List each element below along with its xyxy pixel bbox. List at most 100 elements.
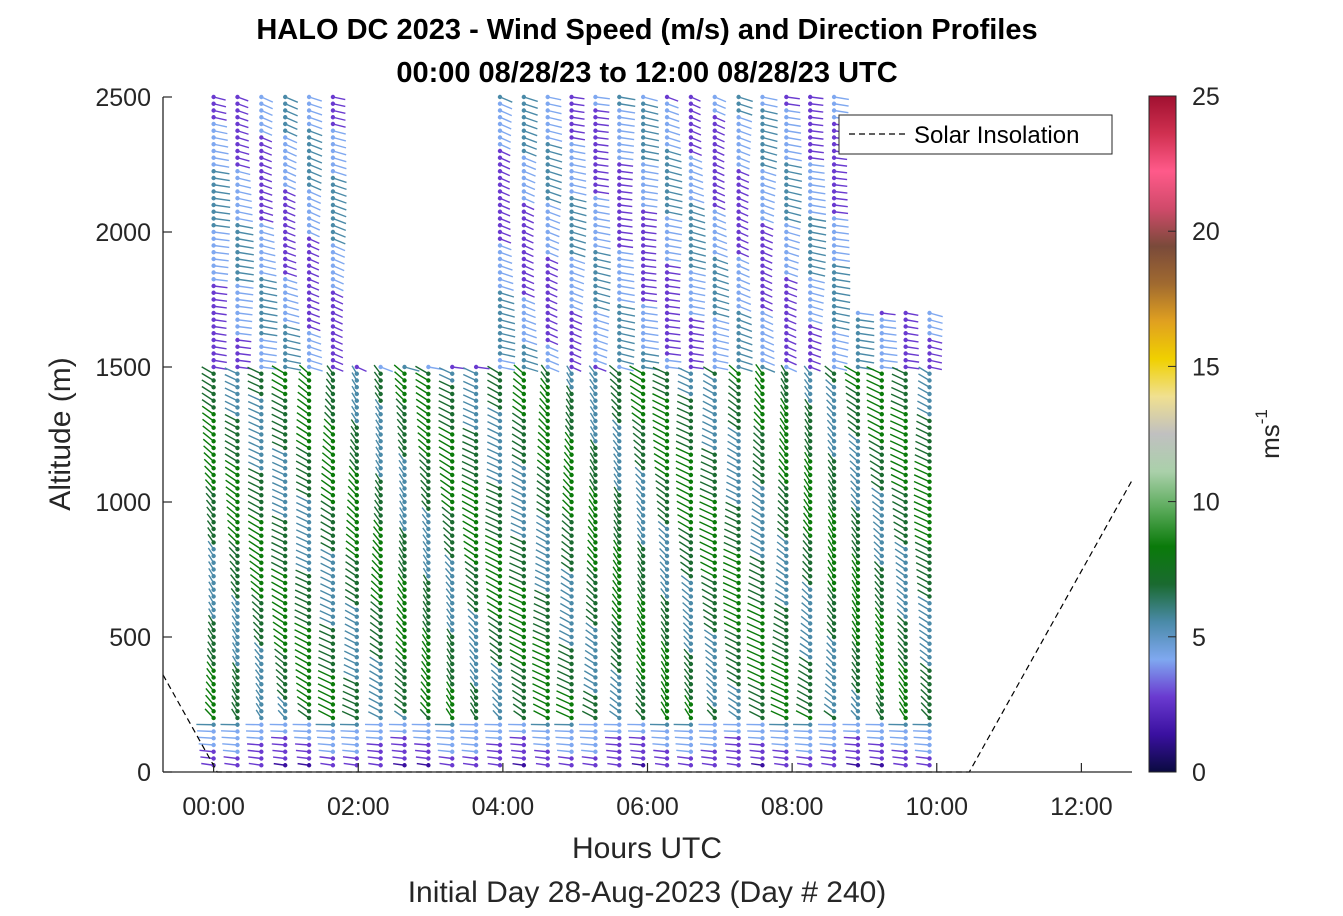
- wind-point: [784, 203, 788, 207]
- wind-point: [307, 223, 311, 227]
- wind-point: [211, 426, 215, 430]
- wind-point: [235, 554, 239, 558]
- wind-point: [832, 324, 836, 328]
- wind-point: [498, 716, 502, 720]
- wind-point: [760, 648, 764, 652]
- wind-point: [355, 453, 359, 457]
- wind-point: [808, 500, 812, 504]
- wind-point: [235, 527, 239, 531]
- wind-point: [426, 642, 430, 646]
- wind-point: [665, 237, 669, 241]
- wind-point: [546, 702, 550, 706]
- wind-point: [259, 115, 263, 119]
- wind-point: [856, 682, 860, 686]
- wind-point: [426, 520, 430, 524]
- wind-point: [593, 365, 597, 369]
- wind-point: [665, 675, 669, 679]
- wind-point: [784, 230, 788, 234]
- wind-point: [426, 648, 430, 652]
- wind-point: [259, 176, 263, 180]
- wind-point: [713, 446, 717, 450]
- wind-point: [641, 621, 645, 625]
- wind-point: [283, 756, 287, 760]
- wind-point: [760, 743, 764, 747]
- wind-point: [450, 574, 454, 578]
- wind-point: [498, 385, 502, 389]
- wind-point: [665, 507, 669, 511]
- wind-point: [617, 655, 621, 659]
- wind-point: [259, 534, 263, 538]
- wind-point: [641, 561, 645, 565]
- wind-point: [307, 655, 311, 659]
- wind-point: [832, 412, 836, 416]
- wind-point: [784, 756, 788, 760]
- wind-point: [522, 385, 526, 389]
- wind-point: [522, 513, 526, 517]
- wind-point: [426, 540, 430, 544]
- wind-point: [402, 405, 406, 409]
- wind-point: [689, 743, 693, 747]
- wind-point: [808, 466, 812, 470]
- wind-point: [331, 169, 335, 173]
- wind-point: [498, 669, 502, 673]
- wind-barb: [652, 737, 667, 738]
- wind-point: [665, 466, 669, 470]
- wind-point: [832, 183, 836, 187]
- wind-point: [211, 115, 215, 119]
- wind-point: [426, 419, 430, 423]
- wind-point: [593, 527, 597, 531]
- wind-point: [474, 500, 478, 504]
- wind-point: [689, 162, 693, 166]
- wind-point: [211, 392, 215, 396]
- wind-point: [713, 601, 717, 605]
- wind-point: [808, 277, 812, 281]
- wind-point: [760, 493, 764, 497]
- wind-point: [736, 709, 740, 713]
- wind-point: [474, 392, 478, 396]
- wind-point: [760, 500, 764, 504]
- wind-point: [593, 135, 597, 139]
- wind-point: [402, 513, 406, 517]
- wind-point: [426, 709, 430, 713]
- wind-point: [832, 196, 836, 200]
- wind-point: [641, 250, 645, 254]
- wind-point: [546, 675, 550, 679]
- wind-point: [784, 129, 788, 133]
- wind-point: [689, 561, 693, 565]
- wind-point: [808, 95, 812, 99]
- wind-point: [569, 291, 573, 295]
- wind-point: [808, 453, 812, 457]
- wind-point: [355, 540, 359, 544]
- wind-barb: [580, 737, 595, 738]
- wind-point: [211, 419, 215, 423]
- wind-point: [235, 392, 239, 396]
- wind-point: [736, 635, 740, 639]
- wind-point: [546, 243, 550, 247]
- wind-point: [402, 507, 406, 511]
- wind-point: [378, 527, 382, 531]
- wind-point: [259, 277, 263, 281]
- wind-point: [856, 574, 860, 578]
- wind-point: [569, 628, 573, 632]
- wind-point: [546, 284, 550, 288]
- wind-point: [402, 372, 406, 376]
- wind-point: [856, 561, 860, 565]
- wind-point: [641, 493, 645, 497]
- wind-point: [402, 547, 406, 551]
- wind-point: [235, 642, 239, 646]
- wind-point: [713, 399, 717, 403]
- wind-point: [689, 723, 693, 727]
- wind-point: [235, 189, 239, 193]
- wind-point: [331, 594, 335, 598]
- wind-point: [307, 750, 311, 754]
- wind-point: [713, 291, 717, 295]
- wind-point: [426, 716, 430, 720]
- wind-point: [307, 662, 311, 666]
- wind-point: [665, 304, 669, 308]
- wind-point: [832, 675, 836, 679]
- wind-point: [784, 210, 788, 214]
- wind-point: [808, 257, 812, 261]
- wind-point: [832, 169, 836, 173]
- wind-point: [283, 581, 287, 585]
- wind-point: [450, 628, 454, 632]
